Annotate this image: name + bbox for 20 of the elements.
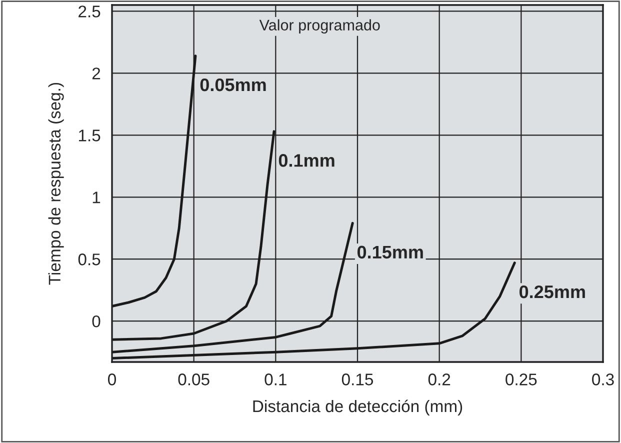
y-tick-label: 2	[92, 68, 100, 80]
series-label: 0.15mm	[357, 246, 423, 259]
series-label: 0.05mm	[200, 78, 266, 92]
series-label: 0.25mm	[520, 285, 585, 298]
x-tick-label: 0	[108, 374, 116, 386]
series-label: 0.1mm	[278, 154, 334, 167]
x-tick-label: 0.3	[592, 374, 614, 386]
x-tick-label: 0.2	[428, 374, 450, 386]
x-axis-title: Distancia de detección (mm)	[253, 400, 462, 416]
x-tick-label: 0.1	[264, 374, 286, 386]
y-tick-label: 1.5	[78, 130, 100, 142]
annotation: Valor programado	[259, 19, 380, 34]
y-tick-label: 0.5	[78, 254, 100, 266]
x-tick-label: 0.15	[342, 374, 374, 386]
y-tick-label: 0	[92, 315, 100, 328]
x-tick-label: 0.25	[506, 374, 537, 386]
y-tick-label: 2.5	[78, 6, 100, 18]
x-tick-label: 0.05	[178, 374, 210, 386]
y-axis-title: Tiempo de respuesta (seg.)	[48, 82, 64, 285]
y-tick-label: 1	[92, 192, 100, 204]
